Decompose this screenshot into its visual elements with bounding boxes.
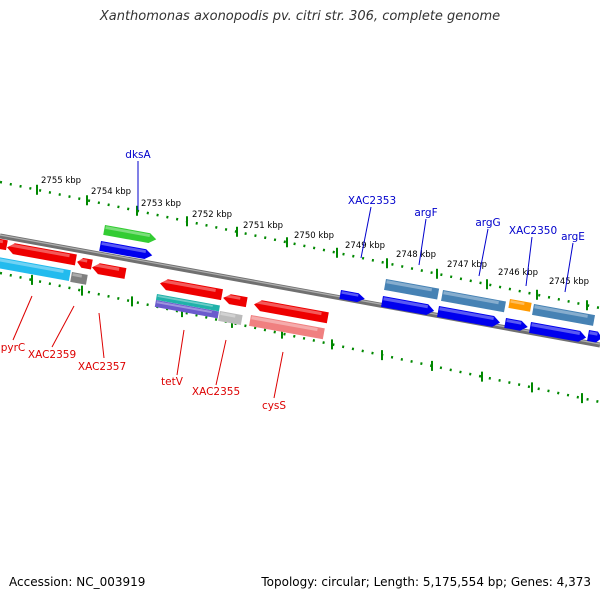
- genome-backbone-highlight: [0, 234, 600, 345]
- gene-arrow-red[interactable]: [6, 242, 77, 266]
- gene-arrow-red[interactable]: [253, 299, 329, 324]
- gene-block-gray[interactable]: [70, 272, 88, 285]
- upper-label-leader: [418, 218, 427, 266]
- gene-block-lightgray[interactable]: [218, 311, 243, 325]
- gene-label-tetv[interactable]: tetV: [161, 376, 184, 388]
- gene-label-arge[interactable]: argE: [561, 231, 585, 243]
- gene-arrow-red[interactable]: [0, 238, 8, 251]
- gene-arrow-blue[interactable]: [529, 322, 587, 343]
- gene-arrow-red[interactable]: [222, 293, 248, 308]
- gene-block-pink[interactable]: [249, 315, 325, 340]
- gene-arrow-blue[interactable]: [587, 330, 600, 343]
- gene-label-xac2350[interactable]: XAC2350: [509, 225, 557, 237]
- topology-text: Topology: circular; Length: 5,175,554 bp…: [261, 575, 591, 589]
- gene-arrow-red[interactable]: [91, 262, 127, 279]
- lower-scale-track: [0, 271, 600, 404]
- gene-block-cyan[interactable]: [0, 257, 71, 282]
- gene-arrow-red[interactable]: [159, 278, 223, 301]
- gene-label-argf[interactable]: argF: [414, 207, 437, 219]
- lower-label-leader: [12, 295, 33, 341]
- ruler-tick-label: 2749 kbp: [345, 241, 385, 251]
- gene-label-xac2359[interactable]: XAC2359: [28, 349, 76, 361]
- ruler-tick-label: 2746 kbp: [498, 268, 538, 278]
- ruler-tick-label: 2748 kbp: [396, 250, 436, 260]
- gene-label-xac2357[interactable]: XAC2357: [78, 361, 126, 373]
- upper-label-leader: [478, 228, 489, 277]
- upper-label-leader: [564, 242, 574, 293]
- upper-label-leader: [360, 206, 372, 259]
- lower-label-leader: [273, 351, 284, 399]
- lower-label-leader: [215, 339, 227, 386]
- gene-arrow-blue[interactable]: [99, 241, 153, 260]
- ruler-tick-label: 2747 kbp: [447, 260, 487, 270]
- gene-features: [0, 225, 600, 343]
- gene-arrow-blue[interactable]: [504, 318, 528, 332]
- gene-label-argg[interactable]: argG: [475, 217, 500, 229]
- gene-arrow-blue[interactable]: [381, 296, 435, 316]
- gene-block-orange[interactable]: [508, 299, 532, 312]
- gene-block-steelblue[interactable]: [532, 304, 596, 326]
- gene-block-green[interactable]: [103, 225, 157, 244]
- gene-arrow-red[interactable]: [76, 257, 93, 270]
- ruler-tick-label: 2754 kbp: [91, 187, 131, 197]
- lower-label-leader: [51, 305, 75, 348]
- ruler-tick-labels: 2755 kbp 2754 kbp 2753 kbp 2752 kbp 2751 kbp…: [41, 176, 589, 287]
- gene-arrow-blue[interactable]: [339, 290, 365, 303]
- lower-label-leader: [98, 312, 105, 359]
- ruler-tick-label: 2753 kbp: [141, 199, 181, 209]
- ruler-tick-label: 2750 kbp: [294, 231, 334, 241]
- label-leader-lines: [12, 161, 574, 399]
- gene-label-xac2355[interactable]: XAC2355: [192, 386, 240, 398]
- gene-label-pyrc[interactable]: pyrC: [1, 342, 26, 354]
- genome-title: Xanthomonas axonopodis pv. citri str. 30…: [99, 9, 501, 24]
- ruler-tick-label: 2752 kbp: [192, 210, 232, 220]
- ruler-tick-label: 2745 kbp: [549, 277, 589, 287]
- upper-scale-track: [0, 180, 600, 310]
- ruler-tick-label: 2751 kbp: [243, 221, 283, 231]
- ruler-tick-label: 2755 kbp: [41, 176, 81, 186]
- gene-block-steelblue[interactable]: [384, 279, 440, 300]
- genome-backbone: [0, 233, 600, 348]
- gene-block-steelblue[interactable]: [441, 290, 506, 313]
- lower-label-leader: [176, 329, 185, 376]
- upper-major-ticks: [36, 184, 588, 311]
- accession-text: Accession: NC_003919: [9, 575, 146, 589]
- upper-label-leader: [525, 236, 533, 287]
- gene-label-cyss[interactable]: cysS: [262, 400, 286, 412]
- gene-label-xac2353[interactable]: XAC2353: [348, 195, 396, 207]
- gene-arrow-blue[interactable]: [437, 306, 501, 328]
- gene-label-dksa[interactable]: dksA: [125, 149, 151, 161]
- gene-block-purple[interactable]: [154, 300, 219, 319]
- gene-block-teal[interactable]: [155, 294, 220, 312]
- topology-summary: Topology: circular; Length: 5,175,554 bp…: [261, 575, 591, 589]
